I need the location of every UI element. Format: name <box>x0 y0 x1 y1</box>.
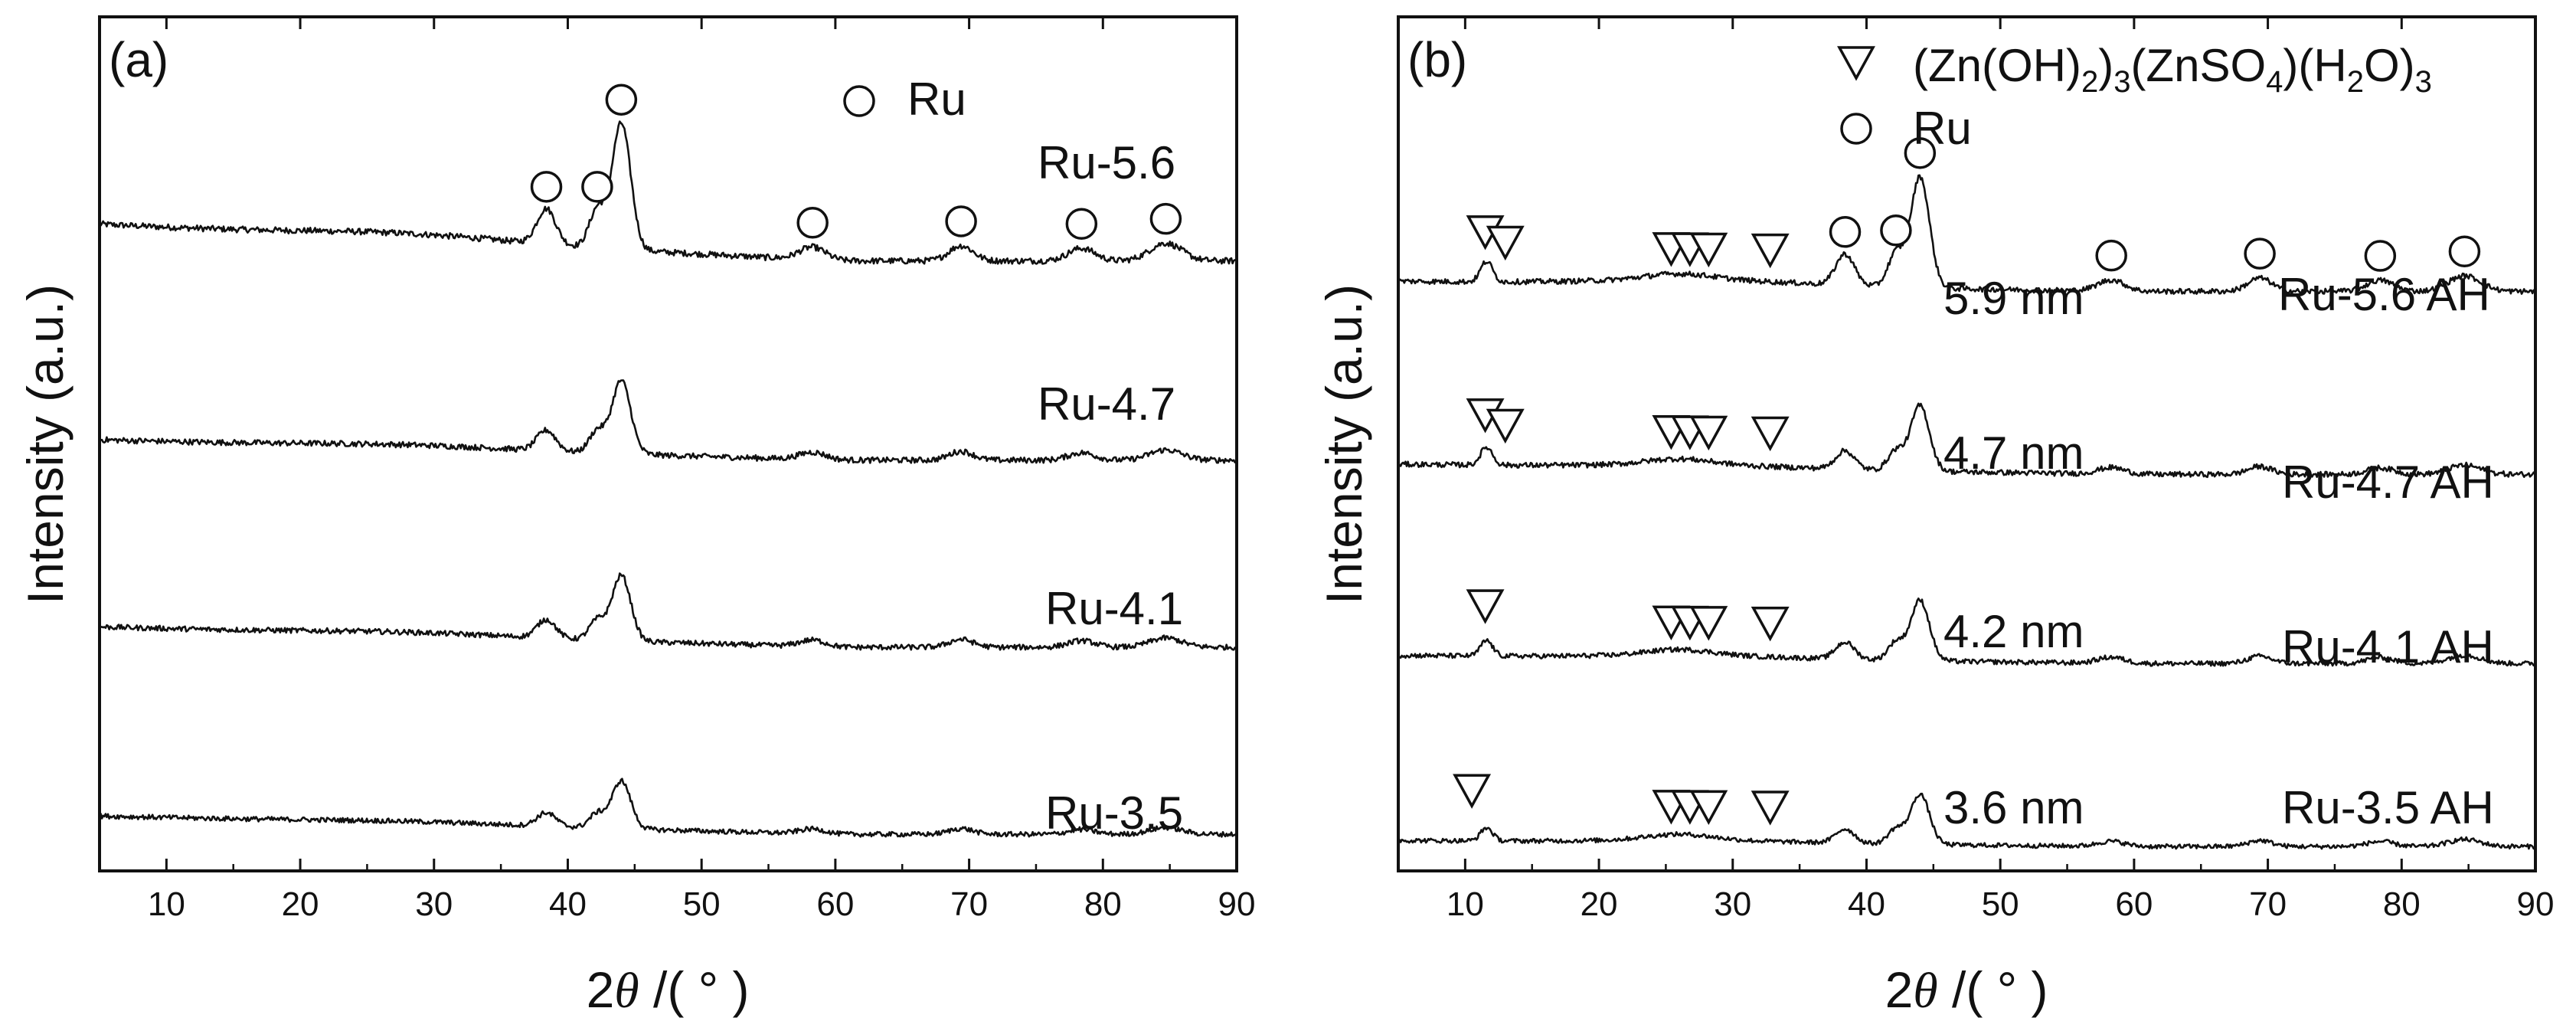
ru-peak-marker <box>2095 239 2127 272</box>
x-tick-label: 30 <box>415 885 453 923</box>
x-tick-label: 10 <box>1447 885 1484 923</box>
series-label: Ru-5.6 <box>1038 137 1175 188</box>
series-group-a <box>98 120 1237 838</box>
panel-label: (b) <box>1407 32 1467 87</box>
ru-peak-marker <box>581 171 613 203</box>
ru-peak-marker <box>2448 235 2481 268</box>
ticks-group-b: 10 20 30 40 50 60 70 80 90 <box>1397 17 2555 923</box>
legend-label: Ru <box>1913 103 1972 154</box>
x-tick-label: 60 <box>816 885 854 923</box>
series-label: Ru-3.5 AH <box>2282 782 2494 833</box>
x-tick-label: 50 <box>683 885 721 923</box>
x-tick-label: 40 <box>549 885 587 923</box>
zn-peak-marker <box>1689 232 1728 268</box>
panel-a: 10 20 30 40 50 60 70 80 90 (a) Ru Ru-5.6 Ru-4.7 … <box>17 15 1256 1019</box>
series-line-b-1 <box>1397 402 2536 479</box>
legend-triangle-marker <box>1837 46 1875 81</box>
series-label: Ru-5.6 AH <box>2278 269 2490 320</box>
x-tick-label: 90 <box>2517 885 2555 923</box>
series-label: Ru-4.1 AH <box>2282 621 2494 673</box>
series-line-a-0 <box>98 120 1237 265</box>
ru-peak-marker <box>2244 237 2276 270</box>
series-line-a-3 <box>98 777 1237 838</box>
ru-peak-marker <box>1149 202 1182 235</box>
series-label: Ru-3.5 <box>1045 787 1183 839</box>
legend-circle-marker <box>843 85 875 117</box>
series-label: Ru-4.7 <box>1038 378 1175 430</box>
plot-frame-a <box>98 15 1238 872</box>
zn-peak-marker <box>1751 233 1790 269</box>
ru-peak-marker <box>945 205 977 237</box>
x-tick-label: 50 <box>1982 885 2019 923</box>
x-axis-label: 2θ /( ° ) <box>1885 961 2048 1019</box>
series-line-b-3 <box>1398 792 2536 850</box>
zn-peak-marker <box>1751 607 1790 642</box>
markers-group-a <box>530 83 1182 241</box>
panel-b: 10 20 30 40 50 60 70 80 90 (b) (Zn(OH)2)3(ZnSO4)… <box>1316 15 2555 1019</box>
zn-peak-marker <box>1751 416 1790 452</box>
series-line-a-2 <box>99 572 1237 651</box>
x-tick-label: 70 <box>2249 885 2287 923</box>
ticks-group-a: 10 20 30 40 50 60 70 80 90 <box>98 17 1256 923</box>
zn-peak-marker <box>1689 415 1728 451</box>
ru-peak-marker <box>1065 208 1098 241</box>
series-group-b <box>1397 174 2536 850</box>
x-tick-label: 80 <box>2383 885 2421 923</box>
x-axis-label: 2θ /( ° ) <box>587 961 750 1019</box>
zn-peak-marker <box>1751 790 1790 826</box>
x-tick-label: 30 <box>1714 885 1751 923</box>
ru-peak-marker <box>530 171 563 203</box>
ru-peak-marker <box>1829 216 1862 248</box>
y-axis-label: Intensity (a.u.) <box>17 284 74 604</box>
x-tick-label: 20 <box>1581 885 1618 923</box>
zn-peak-marker <box>1466 589 1505 624</box>
zn-peak-marker <box>1486 225 1525 261</box>
x-tick-label: 80 <box>1084 885 1122 923</box>
ru-peak-marker <box>1880 214 1912 247</box>
size-label: 5.9 nm <box>1943 273 2084 324</box>
zn-peak-marker <box>1689 790 1728 825</box>
series-label: Ru-4.7 AH <box>2282 457 2494 508</box>
plot-frame-b <box>1397 15 2537 872</box>
ru-peak-marker <box>1904 137 1937 169</box>
legend-label: (Zn(OH)2)3(ZnSO4)(H2O)3 <box>1913 40 2432 99</box>
x-tick-label: 40 <box>1848 885 1885 923</box>
size-label: 3.6 nm <box>1943 782 2084 833</box>
zn-peak-marker <box>1689 606 1728 641</box>
x-tick-label: 10 <box>148 885 185 923</box>
series-label: Ru-4.1 <box>1045 583 1183 634</box>
x-tick-label: 20 <box>282 885 319 923</box>
ru-peak-marker <box>2364 240 2397 272</box>
x-tick-label: 60 <box>2115 885 2153 923</box>
legend-circle-marker <box>1840 113 1872 145</box>
x-tick-label: 70 <box>950 885 988 923</box>
legend-label: Ru <box>907 74 966 125</box>
x-tick-label: 90 <box>1218 885 1256 923</box>
y-axis-label: Intensity (a.u.) <box>1316 284 1372 604</box>
series-line-b-2 <box>1398 597 2536 667</box>
series-line-a-1 <box>99 379 1237 464</box>
panel-label: (a) <box>109 32 168 87</box>
size-label: 4.7 nm <box>1943 427 2084 479</box>
markers-group-b <box>1453 137 2481 826</box>
zn-peak-marker <box>1486 408 1525 444</box>
ru-peak-marker <box>796 207 829 239</box>
ru-peak-marker <box>605 83 638 116</box>
size-label: 4.2 nm <box>1943 606 2084 657</box>
zn-peak-marker <box>1453 774 1492 809</box>
series-line-b-0 <box>1397 174 2536 296</box>
